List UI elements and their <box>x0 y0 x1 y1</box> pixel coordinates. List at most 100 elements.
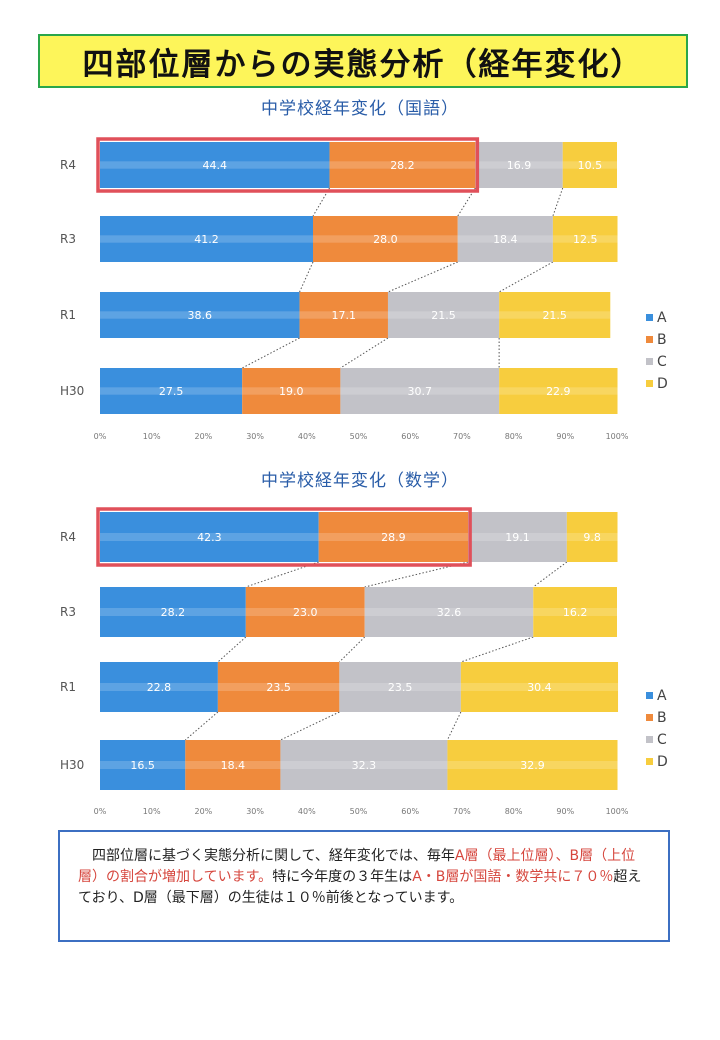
chart-svg-japanese: 44.4 28.2 16.9 10.5 R4 41.2 28.0 18.4 12.5 R3 38.6… <box>60 137 668 441</box>
category-label: R3 <box>60 232 76 246</box>
data-label: 16.9 <box>507 159 532 172</box>
data-label: 16.2 <box>563 606 588 619</box>
bar-sheen <box>364 608 534 616</box>
connector-line <box>532 561 568 588</box>
data-label: 18.4 <box>221 759 246 772</box>
bar-segment-c <box>340 368 500 414</box>
bar-sheen <box>100 235 314 243</box>
connector-line <box>280 711 340 741</box>
data-label: 22.9 <box>546 385 571 398</box>
category-label: R1 <box>60 680 76 694</box>
data-label: 42.3 <box>197 531 222 544</box>
bar-sheen <box>299 311 388 319</box>
legend-label: A <box>657 310 667 326</box>
summary-note: 四部位層に基づく実態分析に関して、経年変化では、毎年A層（最上位層）、B層（上位… <box>58 830 670 942</box>
bar-segment-b <box>329 142 476 188</box>
data-label: 27.5 <box>159 385 184 398</box>
legend-label: A <box>657 688 667 704</box>
bar-sheen <box>245 608 365 616</box>
data-label: 17.1 <box>332 309 357 322</box>
bar-segment-c <box>280 740 448 790</box>
connector-line <box>299 261 314 293</box>
x-tick-label: 60% <box>401 432 419 441</box>
legend-label: C <box>657 732 667 748</box>
x-tick-label: 0% <box>94 432 107 441</box>
legend-swatch-c <box>646 358 653 365</box>
bar-sheen <box>100 608 246 616</box>
bar-segment-d <box>533 587 617 637</box>
bar-segment-a <box>100 142 330 188</box>
x-tick-label: 80% <box>505 432 523 441</box>
connector-line <box>387 261 458 293</box>
data-label: 18.4 <box>493 233 518 246</box>
category-label: H30 <box>60 384 84 398</box>
bar-sheen <box>533 608 617 616</box>
data-label: 28.2 <box>161 606 186 619</box>
data-label: 30.7 <box>408 385 433 398</box>
bar-segment-c <box>364 587 534 637</box>
data-label: 19.0 <box>279 385 304 398</box>
bar-sheen <box>562 161 617 169</box>
data-label: 38.6 <box>188 309 213 322</box>
bar-segment-b <box>242 368 341 414</box>
legend-swatch-a <box>646 314 653 321</box>
bar-sheen <box>100 161 330 169</box>
note-text-4-highlight: A・B層が国語・数学共に７０％ <box>412 869 614 885</box>
x-tick-label: 20% <box>195 807 213 816</box>
bar-sheen <box>339 683 461 691</box>
connector-line <box>498 261 554 293</box>
bar-sheen <box>313 235 458 243</box>
highlight-box <box>96 137 480 193</box>
legend-label: B <box>657 332 667 348</box>
bar-sheen <box>329 161 476 169</box>
bar-sheen <box>499 387 618 395</box>
x-tick-label: 0% <box>94 807 107 816</box>
chart-title-math: 中学校経年変化（数学） <box>261 471 459 491</box>
data-label: 22.8 <box>147 681 172 694</box>
data-label: 10.5 <box>578 159 603 172</box>
x-tick-label: 10% <box>143 432 161 441</box>
bar-segment-a <box>100 216 314 262</box>
x-tick-label: 50% <box>350 807 368 816</box>
bar-sheen <box>468 533 567 541</box>
x-tick-label: 80% <box>505 807 523 816</box>
bar-sheen <box>387 311 500 319</box>
bar-segment-a <box>100 512 319 562</box>
connector-line <box>552 187 564 217</box>
bar-segment-a <box>100 368 243 414</box>
x-tick-label: 10% <box>143 807 161 816</box>
bar-sheen <box>457 235 553 243</box>
bar-sheen <box>552 235 618 243</box>
bar-sheen <box>447 761 618 769</box>
bar-segment-b <box>318 512 469 562</box>
bar-sheen <box>185 761 281 769</box>
bar-segment-a <box>100 587 246 637</box>
note-text-5: 超えており、D層（最下層）の生徒は１０％前後となっています。 <box>78 869 642 906</box>
bar-segment-d <box>566 512 618 562</box>
category-label: R4 <box>60 158 76 172</box>
bar-segment-b <box>313 216 458 262</box>
connector-line <box>184 711 219 741</box>
legend-swatch-a <box>646 692 653 699</box>
bar-sheen <box>340 387 500 395</box>
connector-line <box>241 337 300 369</box>
bar-sheen <box>318 533 469 541</box>
category-label: R3 <box>60 605 76 619</box>
bar-segment-d <box>460 662 619 712</box>
category-label: H30 <box>60 758 84 772</box>
x-tick-label: 90% <box>556 432 574 441</box>
bar-segment-c <box>387 292 500 338</box>
bar-sheen <box>100 311 300 319</box>
connector-line <box>217 636 247 663</box>
data-label: 32.3 <box>352 759 377 772</box>
data-label: 41.2 <box>194 233 219 246</box>
bar-sheen <box>100 761 186 769</box>
category-label: R1 <box>60 308 76 322</box>
bar-sheen <box>499 311 611 319</box>
data-label: 32.9 <box>520 759 545 772</box>
data-label: 44.4 <box>203 159 228 172</box>
data-label: 32.6 <box>437 606 462 619</box>
x-tick-label: 100% <box>606 807 629 816</box>
bar-segment-a <box>100 292 300 338</box>
connector-line <box>340 337 389 369</box>
